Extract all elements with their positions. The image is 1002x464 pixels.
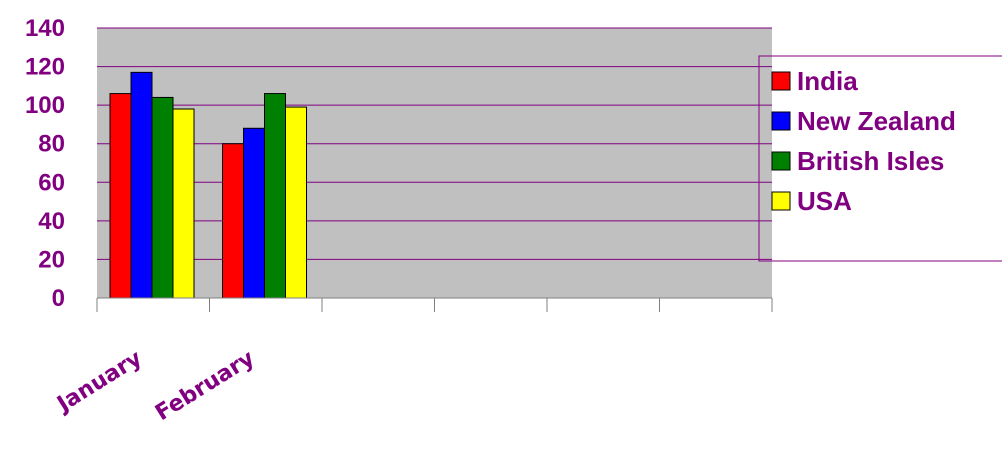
legend-swatch bbox=[771, 191, 791, 211]
x-axis bbox=[96, 297, 773, 312]
legend-label: British Isles bbox=[797, 146, 944, 176]
legend-label: India bbox=[797, 66, 858, 96]
bar-new-zealand bbox=[130, 71, 153, 299]
legend-swatch bbox=[771, 71, 791, 91]
y-tick-label: 140 bbox=[25, 15, 65, 42]
legend-label: New Zealand bbox=[797, 106, 956, 136]
x-tick-label: February bbox=[151, 346, 259, 426]
gridlines bbox=[97, 27, 772, 260]
legend: India New Zealand British Isles USA bbox=[758, 55, 1002, 262]
legend-swatch bbox=[771, 151, 791, 171]
y-tick-label: 100 bbox=[25, 92, 65, 119]
bar-usa bbox=[285, 106, 307, 299]
y-tick-label: 20 bbox=[38, 246, 65, 273]
y-axis-labels: 0 20 40 60 80 100 120 140 bbox=[25, 15, 65, 312]
x-axis-labels: January February bbox=[51, 346, 259, 426]
bar-new-zealand bbox=[243, 127, 265, 299]
bar-usa bbox=[172, 108, 195, 299]
y-tick-label: 80 bbox=[38, 131, 65, 158]
legend-swatch bbox=[771, 111, 791, 131]
x-tick-label: January bbox=[51, 346, 146, 418]
bars bbox=[109, 71, 307, 299]
y-tick-label: 0 bbox=[52, 285, 65, 312]
y-tick-label: 120 bbox=[25, 54, 65, 81]
y-tick-label: 60 bbox=[38, 169, 65, 196]
bar-india bbox=[222, 143, 244, 299]
legend-box bbox=[758, 55, 1002, 262]
bar-india bbox=[109, 93, 132, 299]
bar-british-isles bbox=[264, 93, 286, 299]
plot-area bbox=[97, 28, 772, 298]
bar-british-isles bbox=[151, 96, 174, 299]
legend-label: USA bbox=[797, 186, 852, 216]
y-tick-label: 40 bbox=[38, 208, 65, 235]
